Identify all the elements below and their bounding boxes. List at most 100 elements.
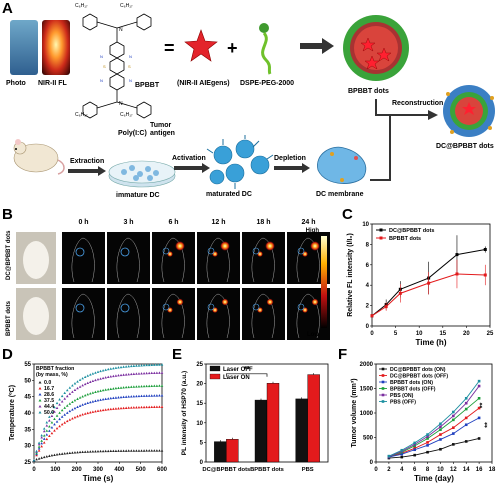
f-xtick-label-7: 14 xyxy=(463,467,470,473)
panel-d-chart: 0 100 200 300 400 500 600 25 30 35 40 45 50 55 Time (s… xyxy=(9,362,168,483)
d-point-3-240 xyxy=(83,394,87,397)
f-point-1-5 xyxy=(452,426,455,429)
d-point-2-120 xyxy=(58,417,61,421)
chem-group-2: C₆H₁₇ xyxy=(120,3,133,9)
d-point-3-216 xyxy=(78,396,82,399)
mouse-icon xyxy=(13,139,65,175)
d-point-0-420 xyxy=(122,449,125,452)
c-legend-label-1: BPBBT dots xyxy=(389,236,421,242)
d-point-2-24 xyxy=(37,447,41,450)
fl-signal-tumor-r1-c3 xyxy=(212,307,218,313)
d-xtick-label-4: 400 xyxy=(114,467,125,473)
fl-signal-tumor-r0-c5 xyxy=(302,251,308,257)
bpbbt-molecule-structure: N N N N N N S S xyxy=(82,13,152,119)
d-point-2-504 xyxy=(140,394,143,398)
nir-fl-image xyxy=(42,20,70,75)
mouse-outline-r0-c2 xyxy=(161,237,185,283)
f-ytick-label-2: 1000 xyxy=(360,411,374,417)
fl-image-r1-c3 xyxy=(197,288,240,340)
d-point-1-492 xyxy=(137,405,141,409)
f-legend-label-5: PBS (OFF) xyxy=(390,400,416,406)
d-point-3-156 xyxy=(65,404,69,407)
c-xtick-label-1: 5 xyxy=(394,331,398,337)
f-ytick-label-0: 0 xyxy=(370,460,374,466)
tumor-circle-r1-c5 xyxy=(297,303,305,311)
d-point-2-552 xyxy=(150,394,154,397)
immature-dc-dish xyxy=(108,160,176,188)
d-point-1-144 xyxy=(63,421,67,424)
d-point-4-576 xyxy=(155,371,159,374)
f-point-0-7 xyxy=(477,437,481,440)
d-point-3-252 xyxy=(86,393,90,396)
d-point-1-216 xyxy=(78,413,82,417)
d-point-1-420 xyxy=(122,406,125,410)
d-point-3-540 xyxy=(147,384,151,388)
d-point-2-312 xyxy=(99,398,102,401)
d-point-4-36 xyxy=(40,436,43,439)
d-point-3-372 xyxy=(112,387,115,390)
d-point-0-408 xyxy=(119,449,123,452)
d-point-2-564 xyxy=(153,394,156,397)
d-point-1-96 xyxy=(53,429,56,432)
f-significance-0: ** xyxy=(479,402,486,408)
c-xtick-label-0: 0 xyxy=(370,331,374,337)
fl-signal-tumor-r1-c5 xyxy=(302,307,308,313)
d-point-3-84 xyxy=(50,421,54,424)
d-point-3-96 xyxy=(53,417,56,420)
bpbbt-dots-sphere xyxy=(343,15,409,81)
d-point-4-444 xyxy=(127,372,131,376)
immature-label: immature DC xyxy=(116,192,160,199)
timepoint-label-4: 18 h xyxy=(256,219,270,226)
d-point-1-24 xyxy=(37,449,41,452)
d-point-4-420 xyxy=(122,373,125,376)
e-legend-swatch-0 xyxy=(209,365,221,372)
d-point-1-240 xyxy=(83,412,87,415)
d-point-4-540 xyxy=(147,371,151,375)
panel-b-svg: DC@BPBBT dots BPBBT dots 0 h 3 h 6 h 12 h 18 h… xyxy=(6,219,330,340)
f-point-5-7 xyxy=(477,379,481,383)
f-series-line-1 xyxy=(388,407,480,458)
d-point-1-396 xyxy=(117,407,120,410)
d-point-4-60 xyxy=(45,424,49,427)
mouse-outline-r1-c2 xyxy=(161,293,185,339)
d-point-5-96 xyxy=(53,405,56,409)
d-ytick-label-4: 45 xyxy=(24,395,31,401)
d-point-1-300 xyxy=(96,409,100,412)
d-point-0-552 xyxy=(150,449,154,452)
d-legend-label-3: 37.5 xyxy=(44,398,54,404)
d-point-3-312 xyxy=(99,389,102,392)
d-point-2-576 xyxy=(155,394,159,397)
d-point-5-444 xyxy=(127,364,131,368)
f-point-2-1 xyxy=(400,452,404,456)
d-point-1-516 xyxy=(142,405,146,409)
d-point-2-444 xyxy=(127,395,131,398)
d-point-1-324 xyxy=(101,408,105,412)
d-point-2-276 xyxy=(91,400,95,403)
d-point-1-120 xyxy=(58,424,61,428)
d-xtick-label-0: 0 xyxy=(32,467,36,473)
fl-image-r1-c0 xyxy=(62,288,105,340)
d-point-0-288 xyxy=(94,450,97,453)
d-point-1-132 xyxy=(60,423,64,426)
fl-image-r1-c2 xyxy=(152,288,195,340)
peg-label: DSPE-PEG-2000 xyxy=(240,80,295,87)
d-xtick-label-6: 600 xyxy=(157,467,168,473)
e-bar-1-2 xyxy=(307,374,320,463)
d-point-3-600 xyxy=(160,384,164,387)
d-point-0-108 xyxy=(55,453,59,456)
timepoint-label-5: 24 h xyxy=(301,219,315,226)
d-point-0-48 xyxy=(42,455,46,459)
fl-signal-tumor-r0-c2 xyxy=(167,251,173,257)
f-legend-label-3: BPBBT dots (OFF) xyxy=(390,387,436,393)
d-point-1-252 xyxy=(86,411,90,415)
scale-high-label: High xyxy=(306,228,320,234)
d-point-4-228 xyxy=(81,383,84,387)
fl-image-r0-c4 xyxy=(242,232,285,284)
d-xtick-label-2: 200 xyxy=(72,467,83,473)
fl-signal-liver-r1-c5 xyxy=(311,298,319,306)
tumor-circle-r1-c0 xyxy=(75,303,85,313)
tumor-circle-r0-c1 xyxy=(120,247,130,257)
d-point-0-192 xyxy=(73,451,77,454)
